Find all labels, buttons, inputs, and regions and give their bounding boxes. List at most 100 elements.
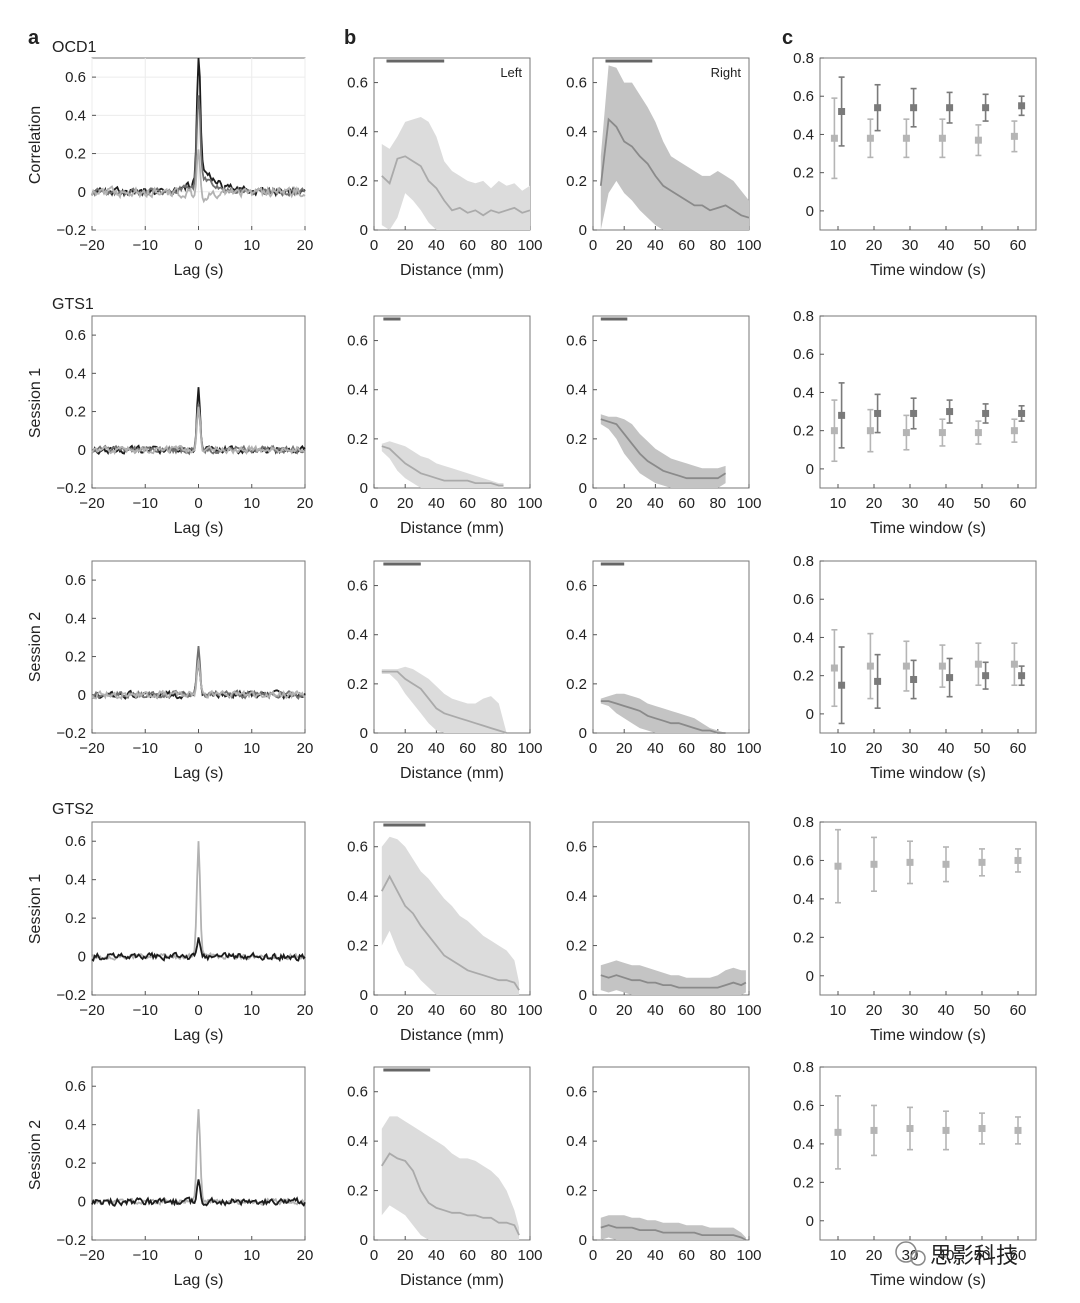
- y-tick-label: 0: [579, 1232, 587, 1249]
- panel-letter-b: b: [344, 27, 356, 49]
- y-tick-label: 0.2: [566, 173, 587, 190]
- x-tick-label: 20: [297, 1247, 314, 1264]
- y-tick-label: 0.4: [566, 627, 587, 644]
- y-tick-label: 0: [78, 1194, 86, 1211]
- y-tick-label: 0.4: [65, 107, 86, 124]
- y-tick-label: 0.8: [793, 553, 814, 570]
- subject-label-gts2: GTS2: [52, 801, 94, 818]
- y-tick-label: 0.4: [65, 610, 86, 627]
- row-ylabel-gts2-session2: Session 2: [27, 1120, 44, 1190]
- x-tick-label: 20: [397, 1002, 414, 1019]
- y-tick-label: 0.4: [65, 1117, 86, 1134]
- y-tick-label: 0: [360, 1232, 368, 1249]
- x-axis-label: Time window (s): [870, 1027, 986, 1044]
- row-ylabel-gts1-session2: Session 2: [27, 612, 44, 682]
- x-axis-label: Lag (s): [174, 1272, 224, 1289]
- plot-area: [91, 1066, 306, 1241]
- x-tick-label: 10: [243, 1002, 260, 1019]
- y-tick-label: 0.6: [65, 833, 86, 850]
- confidence-band: [381, 1116, 520, 1240]
- data-point: [834, 862, 842, 870]
- mean-line: [599, 117, 750, 219]
- y-tick-label: 0.4: [65, 872, 86, 889]
- x-tick-label: 10: [243, 1247, 260, 1264]
- chart-b-right-gts1s2: 0 20 40 60 80 100 0 0.2 0.4 0.6: [566, 560, 762, 757]
- x-tick-label: 20: [397, 237, 414, 254]
- x-tick-label: 100: [736, 495, 761, 512]
- data-point: [1014, 856, 1022, 864]
- row-ylabel-gts2-session1: Session 1: [27, 874, 44, 944]
- x-tick-label: 50: [974, 1002, 991, 1019]
- x-tick-label: 100: [517, 1002, 542, 1019]
- confidence-band: [381, 117, 530, 230]
- y-tick-label: 0.4: [347, 124, 368, 141]
- x-tick-label: 60: [678, 495, 695, 512]
- x-tick-label: 10: [830, 1247, 847, 1264]
- plot-area: [819, 57, 1037, 231]
- x-tick-label: 100: [517, 495, 542, 512]
- x-tick-label: 60: [1010, 1002, 1027, 1019]
- data-point: [902, 134, 910, 142]
- y-tick-label: 0.8: [793, 1059, 814, 1076]
- chart-b-left-gts1s2: 0 20 40 60 80 100 0 0.2 0.4 0.6 Distance (mm): [347, 560, 543, 782]
- x-tick-label: −10: [133, 1247, 158, 1264]
- x-tick-label: 0: [194, 495, 202, 512]
- x-tick-label: 80: [709, 740, 726, 757]
- x-tick-label: 10: [830, 1002, 847, 1019]
- x-tick-label: 0: [194, 740, 202, 757]
- y-tick-label: 0.2: [65, 146, 86, 163]
- data-point: [982, 672, 990, 680]
- y-tick-label: 0.4: [566, 888, 587, 905]
- data-point: [906, 858, 914, 866]
- data-point: [982, 104, 990, 112]
- subject-label-gts1: GTS1: [52, 296, 94, 313]
- chart-a-ocd1: −20 −10 0 10 20 −0.2 0 0.2 0.4 0.6 Lag (s): [56, 57, 313, 279]
- x-tick-label: 20: [397, 740, 414, 757]
- y-tick-label: 0.6: [347, 333, 368, 350]
- x-tick-label: 40: [428, 495, 445, 512]
- series-line-light: [91, 406, 306, 456]
- x-tick-label: 40: [647, 237, 664, 254]
- y-tick-label: 0: [579, 725, 587, 742]
- y-tick-label: 0.6: [566, 333, 587, 350]
- x-tick-label: 50: [974, 237, 991, 254]
- y-tick-label: 0: [579, 480, 587, 497]
- data-point: [874, 409, 882, 417]
- y-tick-label: 0.2: [347, 676, 368, 693]
- data-point: [866, 134, 874, 142]
- x-tick-label: 60: [1010, 740, 1027, 757]
- plot-area: [819, 315, 1037, 489]
- data-point: [870, 860, 878, 868]
- x-tick-label: 40: [428, 237, 445, 254]
- y-tick-label: 0.6: [347, 75, 368, 92]
- y-tick-label: 0: [806, 1213, 814, 1230]
- y-tick-label: 0.4: [347, 382, 368, 399]
- data-point: [1010, 132, 1018, 140]
- x-tick-label: 20: [866, 1247, 883, 1264]
- x-tick-label: 40: [428, 1247, 445, 1264]
- y-tick-label: 0.6: [566, 839, 587, 856]
- x-axis-label: Distance (mm): [400, 1027, 504, 1044]
- x-axis-label: Distance (mm): [400, 262, 504, 279]
- x-tick-label: 50: [974, 1247, 991, 1264]
- x-tick-label: 10: [830, 740, 847, 757]
- x-axis-label: Distance (mm): [400, 765, 504, 782]
- mean-line: [600, 418, 727, 480]
- chart-c-gts2s1: 10 20 30 40 50 60 0 0.2 0.4 0.6 0.8 Time window (s): [793, 814, 1037, 1044]
- x-tick-label: 40: [647, 1002, 664, 1019]
- data-point: [946, 674, 954, 682]
- data-point: [838, 681, 846, 689]
- chart-b-left-gts2s2: 0 20 40 60 80 100 0 0.2 0.4 0.6 Distance (mm): [347, 1066, 543, 1289]
- x-tick-label: 0: [370, 740, 378, 757]
- mean-line: [600, 974, 747, 989]
- y-tick-label: 0.8: [793, 814, 814, 831]
- x-tick-label: −10: [133, 740, 158, 757]
- data-point: [830, 134, 838, 142]
- x-tick-label: 20: [616, 237, 633, 254]
- data-point: [1018, 672, 1026, 680]
- x-tick-label: 10: [243, 495, 260, 512]
- data-point: [978, 1125, 986, 1133]
- x-tick-label: 100: [736, 1002, 761, 1019]
- chart-c-gts2s2: 10 20 30 40 50 60 0 0.2 0.4 0.6 0.8 Time window (s): [793, 1059, 1037, 1289]
- x-tick-label: 10: [830, 237, 847, 254]
